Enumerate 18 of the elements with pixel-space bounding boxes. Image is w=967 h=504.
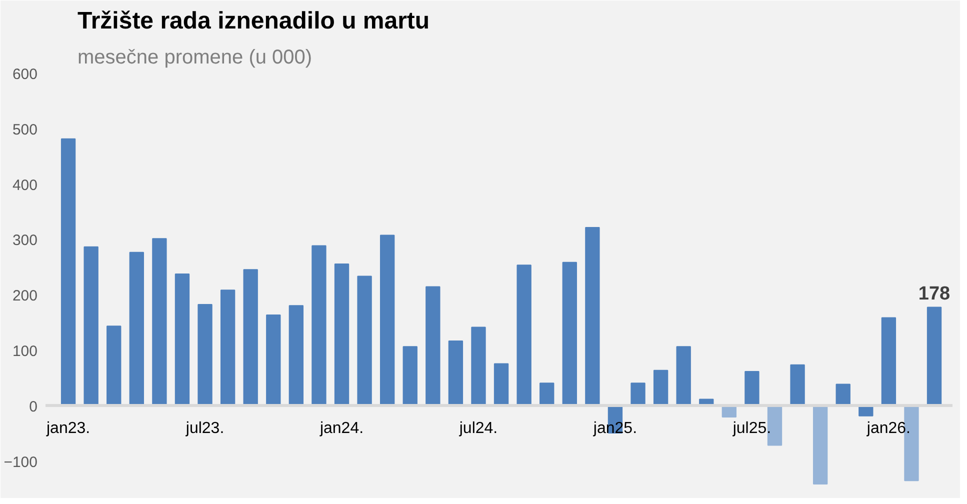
x-tick-label: jul24. <box>458 420 498 437</box>
y-tick-label: 400 <box>12 176 38 194</box>
y-tick-label: 500 <box>12 121 38 138</box>
y-tick-label: 100 <box>12 342 38 360</box>
x-tick-label: jan23. <box>45 420 90 437</box>
x-tick-label: jul23. <box>184 420 224 437</box>
x-tick-label: jan26. <box>866 420 910 437</box>
x-tick-label: jan24. <box>318 420 364 437</box>
y-tick-label: 600 <box>12 66 38 83</box>
y-tick-label: −100 <box>4 454 38 471</box>
data-label: 178 <box>918 283 950 304</box>
y-tick-label: 200 <box>12 288 38 305</box>
chart-title: Tržište rada iznenadilo u martu <box>78 8 430 34</box>
y-tick-label: 300 <box>12 232 38 250</box>
y-tick-label: 0 <box>29 398 38 416</box>
chart-subtitle: mesečne promene (u 000) <box>78 46 312 68</box>
bar <box>812 405 828 484</box>
x-tick-label: jul25. <box>732 420 772 437</box>
